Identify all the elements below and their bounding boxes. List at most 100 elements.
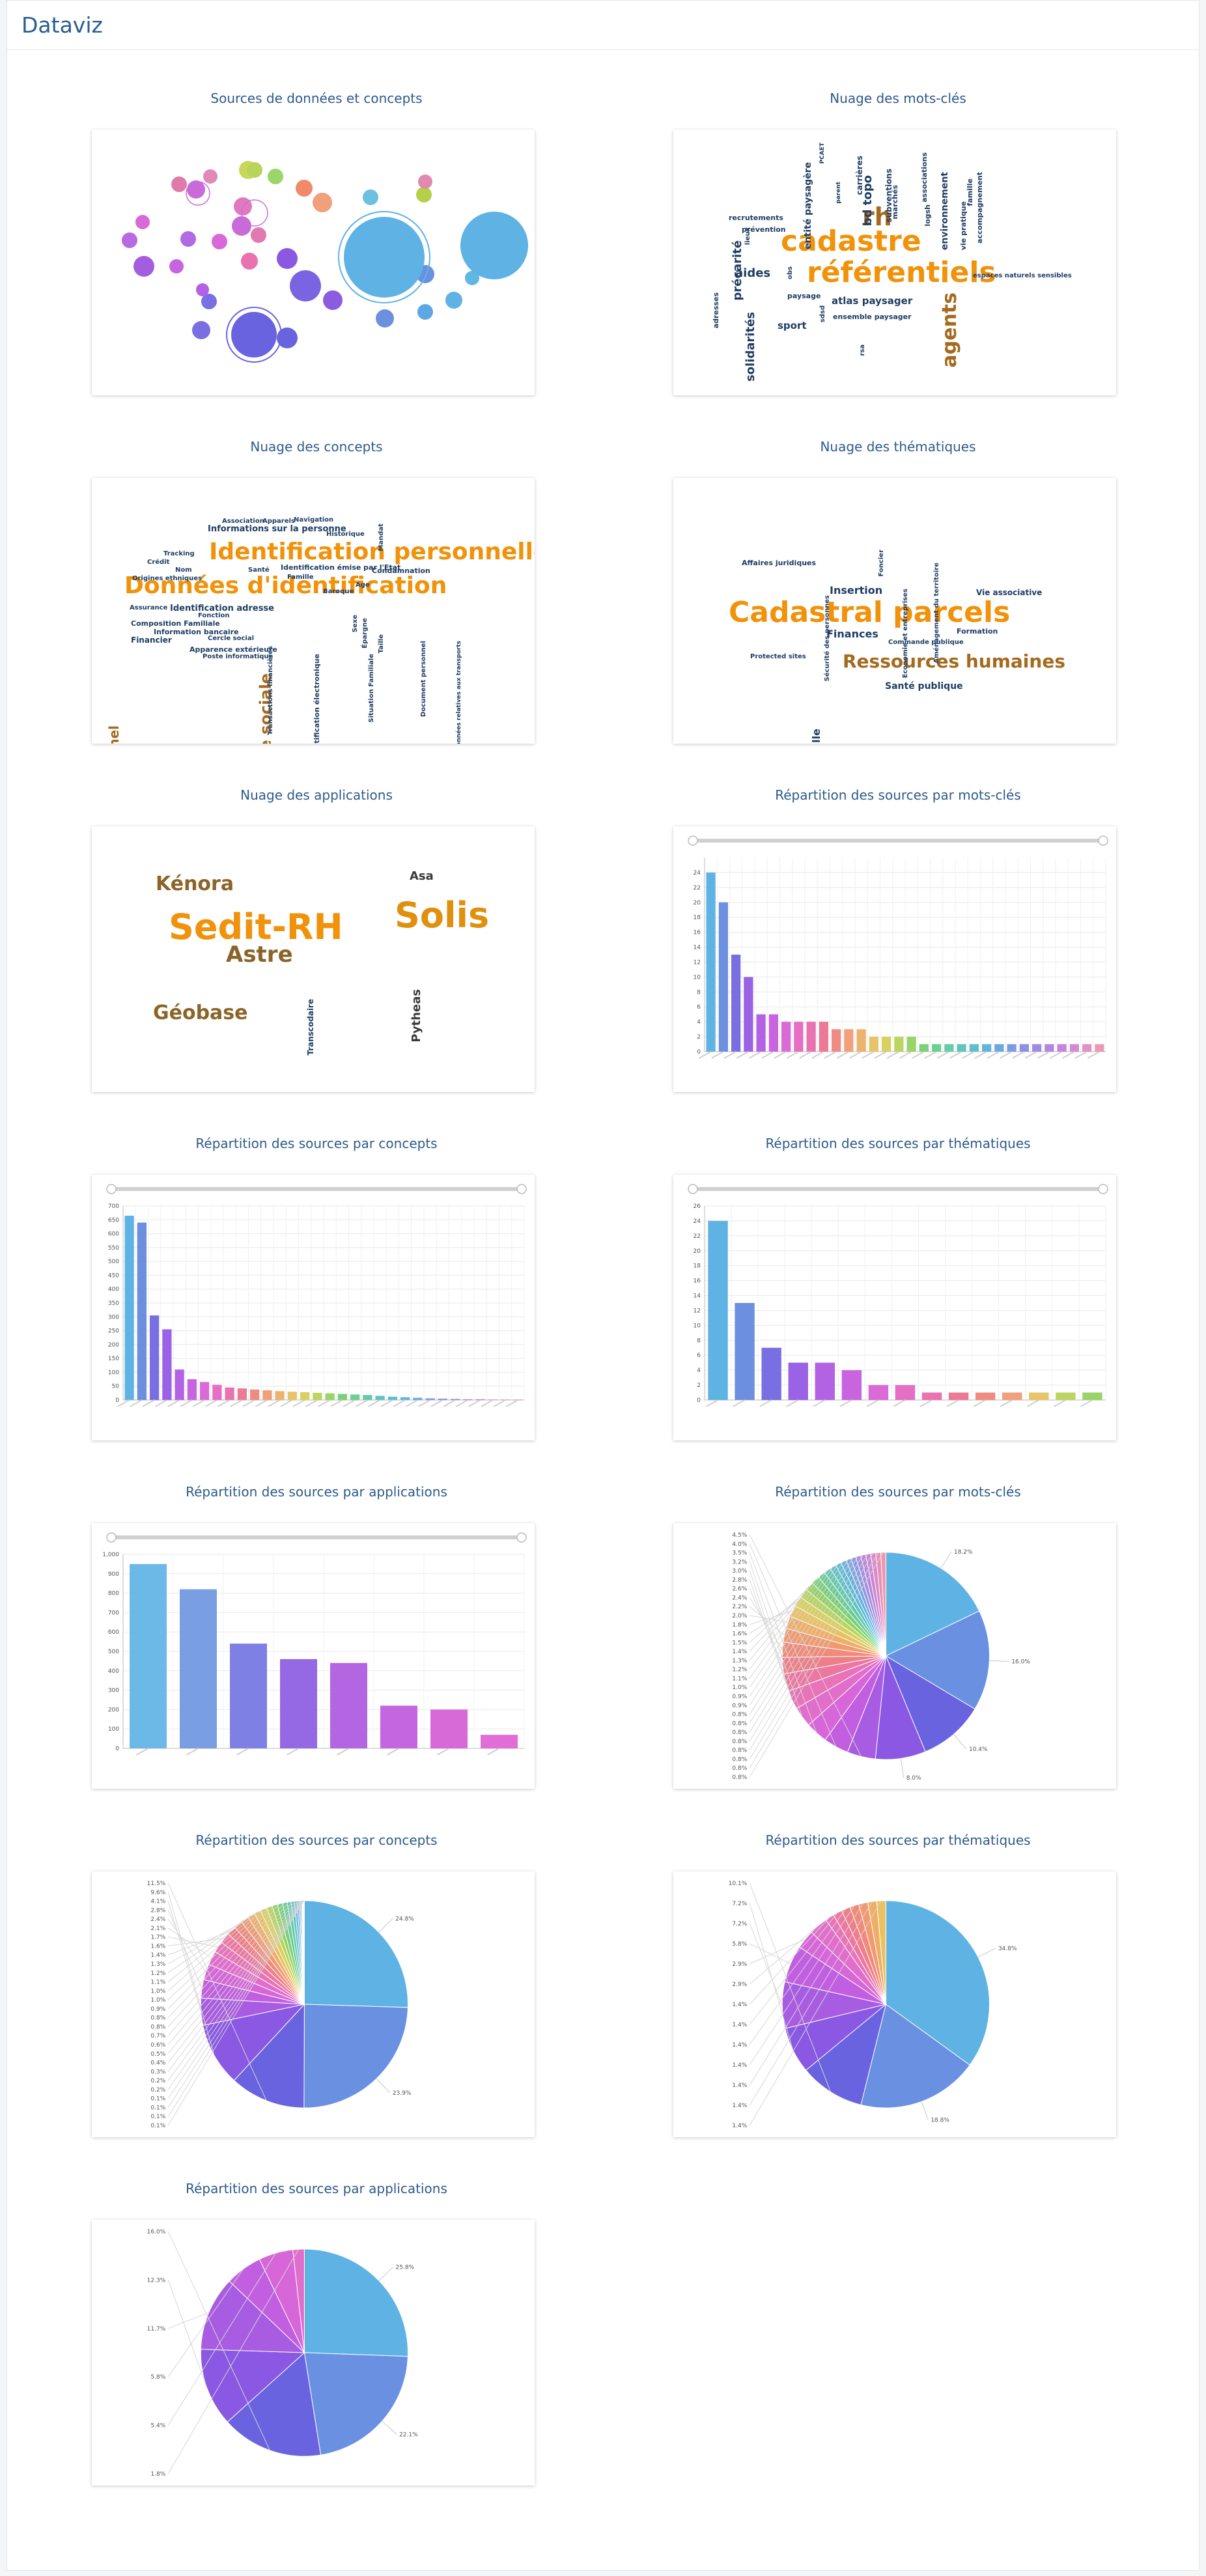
bar[interactable] <box>413 1397 423 1400</box>
zoom-slider-handle-left[interactable] <box>106 1184 117 1194</box>
bubble[interactable] <box>201 294 217 309</box>
zoom-slider-handle-right[interactable] <box>1098 1184 1108 1194</box>
bubble[interactable] <box>232 216 251 236</box>
bar[interactable] <box>1045 1044 1054 1052</box>
bubble[interactable] <box>277 248 298 269</box>
bar[interactable] <box>200 1382 210 1400</box>
bar[interactable] <box>882 1037 891 1052</box>
pie-slice[interactable] <box>885 1900 990 2066</box>
bar[interactable] <box>430 1709 468 1748</box>
bar[interactable] <box>350 1394 360 1400</box>
bar-themes-card[interactable]: 0 2 4 6 8 10 12 14 16 18 20 22 24 26 <box>673 1175 1116 1440</box>
bubble[interactable] <box>344 217 425 298</box>
bar[interactable] <box>1069 1044 1079 1052</box>
bar[interactable] <box>735 1303 755 1400</box>
bubble[interactable] <box>122 232 137 248</box>
pie-concepts-card[interactable]: 24.8% 23.9% 11.5% 9.6% 4.1% 2.8% 2.4% 2.1% 1.7% 1… <box>92 1871 535 2137</box>
bar[interactable] <box>513 1399 523 1400</box>
bar[interactable] <box>1029 1392 1049 1400</box>
bar[interactable] <box>180 1589 217 1748</box>
bar[interactable] <box>1056 1392 1076 1400</box>
pie-kw-card[interactable]: 18.2% 16.0% 10.4% 8.0% 4.5% 4.0% 3.5% 3.2% 3.0% 2… <box>673 1523 1116 1789</box>
bubble[interactable] <box>290 270 321 301</box>
pie-apps-card[interactable]: 25.8% 22.1% 16.0% 12.3% 11.7% 5.8% 5.4% 1.8% <box>92 2220 535 2485</box>
bubble-chart-card[interactable] <box>92 130 535 395</box>
bar[interactable] <box>975 1392 996 1400</box>
bar[interactable] <box>948 1392 969 1400</box>
pie-chart-applications[interactable]: 25.8% 22.1% 16.0% 12.3% 11.7% 5.8% 5.4% 1.8% <box>92 2220 535 2485</box>
pie-chart-keywords[interactable]: 18.2% 16.0% 10.4% 8.0% 4.5% 4.0% 3.5% 3.2% 3.0% 2… <box>673 1523 1116 1789</box>
zoom-slider-handle-right[interactable] <box>516 1184 527 1194</box>
pie-themes-card[interactable]: 34.8% 18.8% 10.1% 7.2% 7.2% 5.8% 2.9% 2.9% 1.4% 1… <box>673 1871 1116 2137</box>
bubble[interactable] <box>180 231 196 247</box>
bar[interactable] <box>706 872 716 1052</box>
bar[interactable] <box>1019 1044 1029 1052</box>
bar[interactable] <box>375 1395 385 1400</box>
bar[interactable] <box>794 1022 804 1052</box>
bar-chart-applications[interactable]: 0 100 200 300 400 500 600 700 800 900 1,000 <box>92 1523 535 1789</box>
pie-slice[interactable] <box>885 1655 975 1752</box>
bubble[interactable] <box>241 253 258 270</box>
bar[interactable] <box>781 1022 791 1052</box>
bubble[interactable] <box>418 175 432 189</box>
bubble[interactable] <box>268 169 283 184</box>
bar[interactable] <box>451 1399 460 1400</box>
bar[interactable] <box>1095 1044 1104 1052</box>
bar[interactable] <box>475 1399 485 1400</box>
bar[interactable] <box>932 1044 942 1052</box>
bar[interactable] <box>856 1029 866 1052</box>
bubble[interactable] <box>416 187 432 203</box>
bar-chart-concepts[interactable]: 0 50 100 150 200 250 300 350 400 450 500 550 600 650 7… <box>92 1175 535 1440</box>
bubble[interactable] <box>133 256 154 277</box>
bar[interactable] <box>162 1329 172 1400</box>
bubble[interactable] <box>196 283 209 296</box>
bubble[interactable] <box>417 304 433 320</box>
bar[interactable] <box>718 902 728 1052</box>
bubble[interactable] <box>323 290 343 310</box>
bar[interactable] <box>137 1222 147 1400</box>
zoom-slider-handle-right[interactable] <box>1098 835 1108 846</box>
bar[interactable] <box>130 1563 167 1748</box>
bar[interactable] <box>337 1393 347 1400</box>
bubble[interactable] <box>171 176 187 192</box>
bar[interactable] <box>425 1398 435 1400</box>
bar-concepts-card[interactable]: 0 50 100 150 200 250 300 350 400 450 500 550 600 650 7… <box>92 1175 535 1440</box>
bar[interactable] <box>481 1735 518 1748</box>
pie-slice[interactable] <box>303 2248 408 2357</box>
pie-slice[interactable] <box>303 2004 408 2108</box>
bar[interactable] <box>841 1370 862 1400</box>
bar[interactable] <box>756 1014 766 1052</box>
bubble[interactable] <box>363 189 378 205</box>
pie-slice[interactable] <box>200 2349 305 2423</box>
bar[interactable] <box>744 977 753 1052</box>
bar[interactable] <box>300 1392 310 1400</box>
bar[interactable] <box>894 1037 904 1052</box>
bar[interactable] <box>819 1022 828 1052</box>
bar[interactable] <box>280 1659 317 1748</box>
bubble[interactable] <box>277 328 298 348</box>
bar[interactable] <box>325 1393 335 1400</box>
bubble[interactable] <box>465 271 479 285</box>
bar[interactable] <box>275 1391 285 1400</box>
bubble[interactable] <box>169 259 184 273</box>
bar[interactable] <box>438 1398 447 1400</box>
pie-slice[interactable] <box>203 2004 305 2081</box>
bar[interactable] <box>463 1399 473 1400</box>
bar[interactable] <box>150 1315 160 1400</box>
pie-slice[interactable] <box>303 2352 408 2456</box>
bar[interactable] <box>994 1044 1004 1052</box>
bar[interactable] <box>1007 1044 1017 1052</box>
bubble[interactable] <box>460 212 528 279</box>
bubble-chart[interactable] <box>92 130 535 395</box>
bar[interactable] <box>501 1399 511 1400</box>
bar[interactable] <box>1082 1044 1092 1052</box>
bar[interactable] <box>1057 1044 1067 1052</box>
bar[interactable] <box>175 1369 184 1400</box>
bar-apps-card[interactable]: 0 100 200 300 400 500 600 700 800 900 1,000 <box>92 1523 535 1789</box>
bar[interactable] <box>225 1387 234 1400</box>
bubble[interactable] <box>247 162 262 178</box>
bar[interactable] <box>1032 1044 1042 1052</box>
zoom-slider-handle-left[interactable] <box>688 1184 698 1194</box>
bar[interactable] <box>906 1037 916 1052</box>
